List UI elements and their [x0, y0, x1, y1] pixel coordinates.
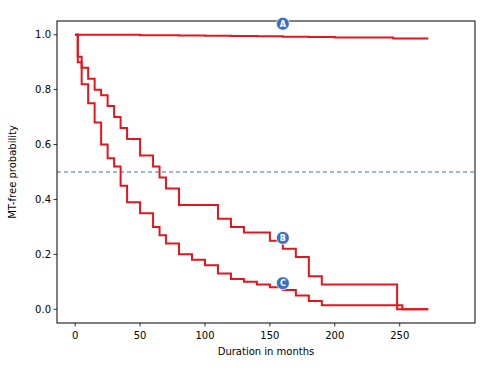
- x-tick-label: 150: [260, 330, 279, 341]
- plot-frame: [57, 21, 475, 323]
- y-tick-label: 0.4: [35, 194, 51, 205]
- series-line: [75, 35, 428, 310]
- y-tick-label: 0.8: [35, 84, 51, 95]
- x-tick: [75, 323, 76, 327]
- y-tick: [54, 89, 58, 90]
- y-axis-label: MT-free probability: [7, 125, 18, 219]
- x-tick: [140, 323, 141, 327]
- annotation-badge: [276, 17, 289, 30]
- y-tick: [54, 144, 58, 145]
- x-tick: [334, 323, 335, 327]
- y-tick: [54, 309, 58, 310]
- y-tick: [54, 199, 58, 200]
- y-tick-label: 0.6: [35, 139, 51, 150]
- annotation-label: B: [280, 234, 286, 243]
- annotation-label: C: [280, 279, 286, 288]
- series-line: [75, 35, 428, 39]
- y-tick-label: 0.0: [35, 304, 51, 315]
- annotation-badge: [276, 277, 289, 290]
- x-axis-label: Duration in months: [218, 346, 315, 357]
- x-tick: [204, 323, 205, 327]
- y-tick-label: 0.2: [35, 249, 51, 260]
- background: [0, 0, 487, 376]
- x-tick-label: 100: [195, 330, 214, 341]
- x-tick: [269, 323, 270, 327]
- plot-area: [57, 35, 475, 310]
- series-line: [75, 35, 428, 310]
- x-tick-label: 200: [325, 330, 344, 341]
- x-tick-label: 0: [72, 330, 78, 341]
- annotation-label: A: [280, 20, 287, 29]
- x-tick-label: 250: [390, 330, 409, 341]
- y-tick-label: 1.0: [35, 29, 51, 40]
- annotation-badge: [276, 231, 289, 244]
- x-tick: [399, 323, 400, 327]
- chart: 0 50 100 150 200 250 0.0 0.2 0.4 0.6 0.8 1.0 Duratio…: [0, 0, 487, 376]
- x-tick-label: 50: [134, 330, 147, 341]
- y-tick: [54, 254, 58, 255]
- y-tick: [54, 34, 58, 35]
